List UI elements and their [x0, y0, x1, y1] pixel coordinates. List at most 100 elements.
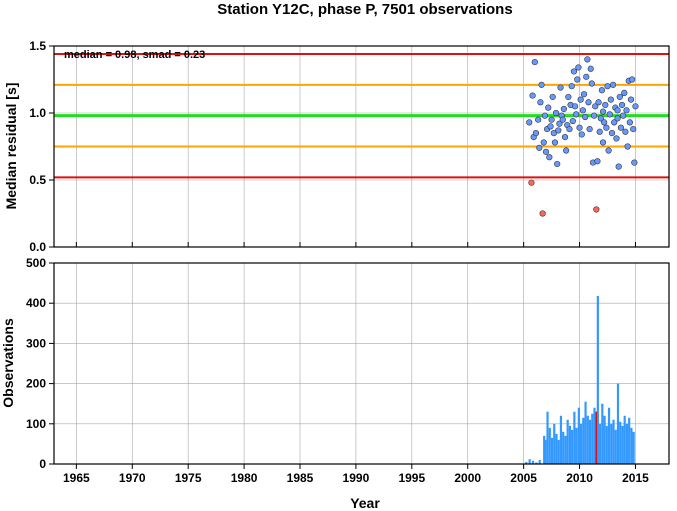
residual-point	[630, 125, 637, 133]
observations-panel-frame	[53, 262, 670, 465]
residual-point	[626, 119, 633, 126]
x-tick-label: 2015	[622, 471, 649, 485]
residual-y-tick-label: 0.0	[29, 240, 46, 254]
observations-y-tick-label: 100	[26, 417, 46, 431]
observations-y-tick-label: 500	[26, 256, 46, 270]
x-tick-label: 1965	[63, 471, 90, 485]
residual-point	[537, 99, 544, 106]
x-tick-label: 1980	[231, 471, 258, 485]
residual-point	[631, 159, 638, 166]
residual-point	[585, 99, 592, 106]
residual-point	[548, 116, 555, 123]
residual-point	[592, 103, 599, 110]
residual-point	[614, 107, 621, 114]
residual-y-axis-label: Median residual [s]	[3, 83, 19, 210]
observation-bar	[614, 429, 617, 464]
observation-bar	[601, 403, 604, 464]
observation-bar	[525, 461, 528, 464]
observation-bar	[544, 439, 547, 464]
observations-y-tick-label: 200	[26, 377, 46, 391]
observation-bar	[566, 419, 569, 464]
residual-point	[573, 111, 580, 118]
x-tick-label: 1975	[175, 471, 202, 485]
residual-point	[583, 73, 590, 80]
observations-y-tick-label: 400	[26, 296, 46, 310]
observation-bar	[625, 423, 629, 464]
observation-bar	[548, 427, 551, 464]
residual-point	[541, 112, 548, 119]
residual-point	[598, 87, 606, 94]
observation-bar	[577, 407, 580, 464]
residual-point	[536, 144, 543, 151]
residual-point	[623, 107, 630, 114]
observation-bar	[593, 407, 596, 464]
residual-point	[545, 104, 552, 111]
residual-point	[603, 124, 610, 131]
residual-point	[622, 128, 629, 135]
residual-point	[616, 93, 623, 101]
residual-point	[535, 116, 542, 123]
observation-bar	[553, 423, 556, 464]
residual-point	[540, 139, 547, 146]
observation-bar	[564, 435, 567, 464]
x-tick-label: 2005	[510, 471, 537, 485]
residual-point	[588, 80, 595, 87]
residual-y-tick-label: 1.5	[29, 39, 46, 53]
observation-bar	[555, 433, 558, 464]
residual-y-tick-label: 0.5	[29, 173, 46, 187]
residual-point	[599, 139, 607, 146]
residual-panel: 0.00.51.01.5 median = 0.98, smad = 0.23 …	[3, 39, 670, 254]
residual-point	[601, 119, 608, 126]
residual-point	[599, 108, 607, 115]
residual-point	[547, 123, 554, 130]
observation-bar	[628, 417, 631, 464]
residual-point	[620, 112, 627, 119]
residual-point	[605, 147, 612, 154]
residual-point	[578, 131, 585, 138]
residual-point	[568, 83, 575, 90]
observation-bar	[591, 413, 594, 464]
residual-point	[538, 81, 545, 88]
observations-y-tick-label: 300	[26, 336, 46, 350]
observation-bar	[605, 425, 608, 464]
observation-bar	[571, 429, 574, 464]
residual-point	[614, 115, 621, 122]
residual-point	[632, 103, 639, 110]
residual-point	[586, 125, 593, 133]
residual-point	[552, 109, 560, 117]
residual-point	[574, 76, 581, 83]
x-tick-label: 1970	[119, 471, 146, 485]
residual-point	[559, 116, 566, 123]
residual-point	[590, 112, 598, 119]
residual-point	[526, 119, 533, 126]
residual-point	[607, 96, 614, 103]
residual-point	[602, 101, 609, 109]
observation-bar	[598, 423, 602, 464]
residual-point	[549, 93, 556, 101]
residual-point	[593, 206, 600, 213]
residual-point	[579, 107, 587, 114]
observation-bar	[586, 415, 589, 464]
observations-y-axis-label: Observations	[0, 318, 16, 408]
x-tick-label: 1990	[343, 471, 370, 485]
residual-point	[542, 148, 550, 155]
x-tick-label: 1995	[398, 471, 425, 485]
observation-bar	[623, 415, 626, 464]
residual-point	[627, 96, 635, 103]
residual-point	[606, 111, 613, 118]
residual-point	[628, 76, 636, 83]
observation-bar	[562, 431, 565, 464]
residual-point	[621, 89, 628, 96]
residual-point	[580, 91, 588, 98]
observation-bar	[546, 411, 549, 464]
observation-bar	[538, 459, 541, 464]
observation-bar	[632, 431, 635, 464]
observation-bar	[619, 421, 622, 464]
residual-point	[555, 127, 562, 134]
residual-panel-frame	[53, 45, 670, 248]
residual-point	[575, 64, 582, 71]
observation-bar	[582, 417, 585, 464]
residual-point	[554, 160, 561, 168]
residual-point	[617, 124, 625, 131]
median-smad-annotation: median = 0.98, smad = 0.23	[64, 49, 205, 61]
